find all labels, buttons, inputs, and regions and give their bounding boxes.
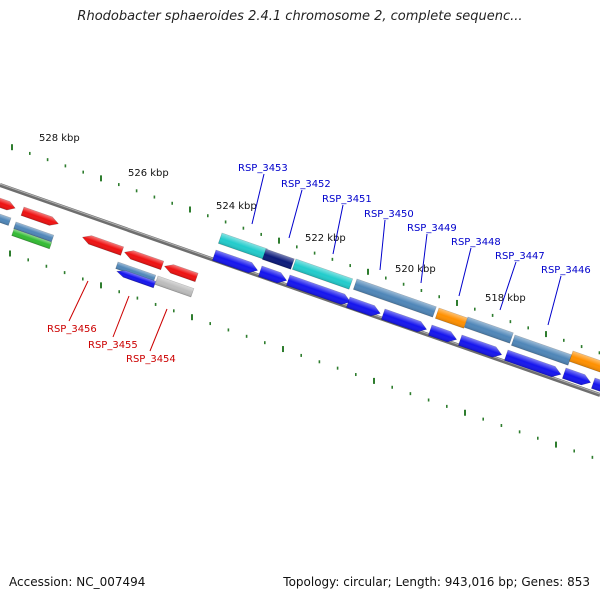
gene-feature[interactable] <box>123 248 165 271</box>
gene-rsp-3447[interactable] <box>510 334 573 366</box>
tick-marks <box>9 144 600 459</box>
gene-feature[interactable] <box>81 233 125 256</box>
gene-feature[interactable] <box>380 308 428 335</box>
gene-feature[interactable] <box>13 221 55 243</box>
gene-feature[interactable] <box>20 206 60 228</box>
kbp-label-528: 528 kbp <box>39 133 80 144</box>
gene-feature[interactable] <box>427 324 458 345</box>
gene-label-rsp-3456[interactable]: RSP_3456 <box>47 324 97 335</box>
gene-label-rsp-3455[interactable]: RSP_3455 <box>88 340 138 351</box>
gene-label-rsp-3449[interactable]: RSP_3449 <box>407 223 457 234</box>
map-title: Rhodobacter sphaeroides 2.4.1 chromosome… <box>77 9 523 24</box>
gene-label-rsp-3452[interactable]: RSP_3452 <box>281 179 331 190</box>
upper-gene-labels: RSP_3453 RSP_3452 RSP_3451 RSP_3450 RSP_… <box>238 163 591 326</box>
gene-feature[interactable] <box>0 211 12 226</box>
gene-feature[interactable] <box>163 262 199 283</box>
kbp-label-522: 522 kbp <box>305 233 346 244</box>
accession-text: Accession: NC_007494 <box>9 575 146 589</box>
gene-label-rsp-3453[interactable]: RSP_3453 <box>238 163 288 174</box>
kbp-label-524: 524 kbp <box>216 201 257 212</box>
gene-rsp-3454[interactable] <box>154 275 195 298</box>
gene-feature[interactable] <box>285 274 352 307</box>
gene-rsp-3450[interactable] <box>352 278 437 318</box>
gene-feature[interactable] <box>345 296 382 319</box>
gene-label-rsp-3451[interactable]: RSP_3451 <box>322 194 372 205</box>
gene-rsp-3452[interactable] <box>261 248 295 270</box>
gene-rsp-3449[interactable] <box>434 307 468 329</box>
gene-feature[interactable] <box>457 334 503 360</box>
lower-gene-labels: RSP_3456 RSP_3455 RSP_3454 <box>47 280 176 365</box>
topology-summary: Topology: circular; Length: 943,016 bp; … <box>283 575 590 589</box>
gene-label-rsp-3447[interactable]: RSP_3447 <box>495 251 545 262</box>
gene-features <box>0 195 600 395</box>
gene-feature[interactable] <box>257 265 288 286</box>
gene-feature[interactable] <box>211 249 259 276</box>
gene-feature[interactable] <box>0 195 17 212</box>
gene-label-rsp-3450[interactable]: RSP_3450 <box>364 209 414 220</box>
kbp-label-526: 526 kbp <box>128 168 169 179</box>
gene-label-rsp-3446[interactable]: RSP_3446 <box>541 265 591 276</box>
gene-label-rsp-3454[interactable]: RSP_3454 <box>126 354 176 365</box>
gene-rsp-3448[interactable] <box>463 316 514 344</box>
gene-rsp-3451[interactable] <box>291 258 354 290</box>
gene-feature[interactable] <box>590 377 600 395</box>
gene-feature[interactable] <box>503 349 562 380</box>
gene-feature[interactable] <box>116 268 157 289</box>
kbp-label-518: 518 kbp <box>485 293 526 304</box>
gene-label-rsp-3448[interactable]: RSP_3448 <box>451 237 501 248</box>
gene-feature[interactable] <box>561 367 592 388</box>
gene-rsp-3446[interactable] <box>568 350 600 375</box>
gene-feature[interactable] <box>11 228 53 250</box>
kbp-label-520: 520 kbp <box>395 264 436 275</box>
